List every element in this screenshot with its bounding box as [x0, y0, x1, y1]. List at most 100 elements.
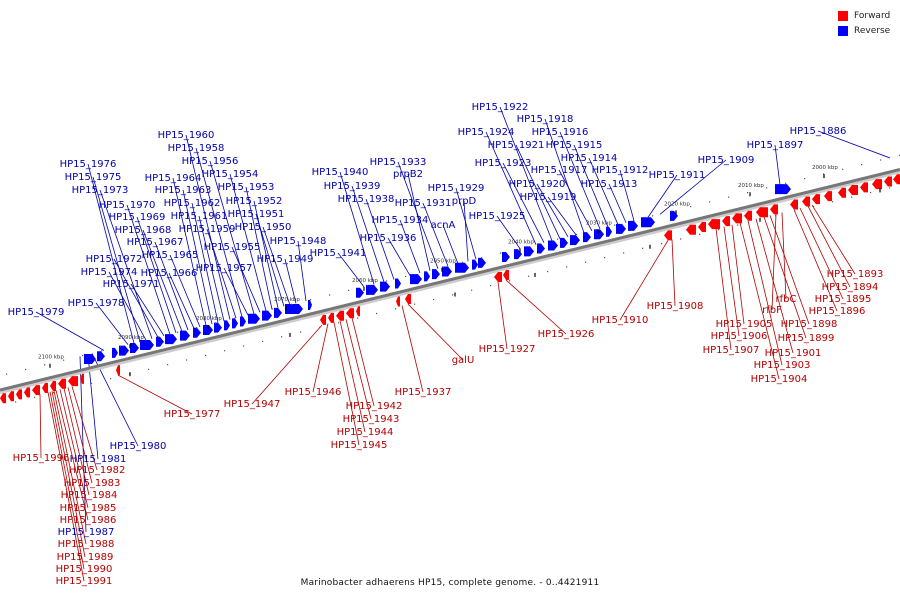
- minor-tick: [652, 215, 654, 217]
- gene-label: HP15_1933: [370, 157, 427, 168]
- gene-label: HP15_1951: [228, 209, 285, 220]
- gene-label: HP15_1896: [809, 306, 866, 317]
- minor-tick: [585, 261, 587, 263]
- gene-label: HP15_1972: [86, 254, 143, 265]
- forward-gene-arrow: [756, 207, 768, 218]
- gene-label: HP15_1918: [517, 114, 574, 125]
- minor-tick: [272, 308, 274, 310]
- gene-label: HP15_1991: [56, 576, 113, 587]
- minor-tick: [44, 364, 46, 366]
- gene-label: HP15_1985: [60, 503, 117, 514]
- leader-line: [185, 134, 231, 320]
- minor-tick: [262, 340, 264, 343]
- minor-tick: [186, 359, 188, 361]
- forward-gene-arrow: [790, 199, 798, 210]
- leader-line: [251, 324, 323, 405]
- gene-label: HP15_1912: [592, 165, 649, 176]
- minor-tick: [538, 243, 540, 245]
- minor-tick: [281, 336, 283, 338]
- tick-label: 2060 kbp: [352, 278, 378, 284]
- forward-gene-arrow: [80, 373, 84, 384]
- minor-tick: [91, 382, 93, 384]
- gene-label: HP15_1886: [790, 126, 847, 137]
- reverse-gene-arrow: [442, 266, 452, 277]
- forward-gene-arrow: [848, 185, 858, 196]
- minor-tick: [861, 164, 863, 166]
- leader-line: [172, 177, 207, 326]
- leader-line: [312, 323, 329, 393]
- gene-label: prpD: [452, 196, 477, 207]
- leader-line: [496, 215, 521, 249]
- gene-label: HP15_1968: [115, 225, 172, 236]
- tick-label: 2020 kbp: [664, 201, 690, 207]
- gene-label: rfbC: [776, 294, 797, 305]
- minor-tick: [614, 224, 616, 226]
- minor-tick: [424, 271, 426, 273]
- leader-line: [92, 176, 141, 342]
- forward-gene-arrow: [708, 219, 720, 230]
- leader-line: [108, 271, 147, 341]
- leader-line: [619, 169, 635, 221]
- minor-tick: [889, 187, 891, 189]
- leader-line: [422, 202, 449, 267]
- minor-tick: [481, 257, 483, 259]
- reverse-gene-arrow: [193, 327, 201, 338]
- leader-line: [442, 224, 459, 264]
- leader-line: [502, 162, 545, 243]
- minor-tick: [205, 354, 207, 356]
- forward-gene-arrow: [824, 191, 832, 202]
- gene-label: HP15_1950: [235, 222, 292, 233]
- leader-line: [544, 118, 585, 234]
- minor-tick: [671, 210, 673, 212]
- minor-tick: [851, 196, 853, 198]
- leader-line: [284, 258, 297, 304]
- forward-gene-arrow: [116, 365, 120, 376]
- leader-line: [130, 283, 165, 337]
- leader-line: [59, 389, 89, 509]
- minor-tick: [148, 368, 150, 370]
- forward-gene-arrow: [0, 393, 6, 404]
- gene-label: HP15_1895: [815, 294, 872, 305]
- gene-label: HP15_1965: [142, 250, 199, 261]
- leader-line: [397, 161, 439, 269]
- gene-label: HP15_1919: [520, 192, 577, 203]
- minor-tick: [471, 289, 473, 291]
- gene-label: HP15_1975: [65, 172, 122, 183]
- forward-gene-arrow: [356, 306, 360, 317]
- leader-line: [774, 144, 781, 185]
- minor-tick: [63, 359, 65, 361]
- forward-gene-arrow: [812, 194, 820, 205]
- minor-tick: [319, 326, 321, 329]
- forward-gene-arrow: [664, 230, 672, 241]
- gene-label: rfbF: [762, 305, 782, 316]
- reverse-gene-arrow: [524, 246, 534, 257]
- legend: Forward Reverse: [838, 8, 890, 38]
- reverse-gene-arrow: [366, 284, 378, 295]
- minor-tick: [576, 233, 578, 236]
- reverse-gene-arrow: [180, 330, 190, 341]
- legend-reverse: Reverse: [838, 23, 890, 38]
- reverse-gene-arrow: [203, 325, 213, 336]
- gene-label: HP15_1923: [475, 158, 532, 169]
- reverse-gene-arrow: [248, 313, 260, 324]
- gene-label: HP15_1894: [822, 282, 879, 293]
- gene-label: HP15_1996: [13, 453, 70, 464]
- gene-label: HP15_1988: [58, 539, 115, 550]
- forward-gene-arrow: [503, 270, 509, 281]
- leader-line: [95, 302, 129, 345]
- label-leader-lines: [35, 106, 891, 582]
- minor-tick: [196, 326, 198, 329]
- leader-line: [136, 216, 177, 334]
- forward-gene-arrow: [838, 187, 846, 198]
- map-caption: Marinobacter adhaerens HP15, complete ge…: [300, 578, 600, 588]
- gene-label: HP15_1915: [546, 140, 603, 151]
- gene-label: HP15_1979: [8, 307, 65, 318]
- leader-line: [547, 196, 577, 236]
- forward-gene-arrow: [68, 376, 78, 387]
- gene-label: HP15_1954: [202, 169, 259, 180]
- minor-tick: [509, 280, 511, 282]
- reverse-gene-arrow: [224, 320, 230, 331]
- minor-tick: [101, 350, 103, 352]
- leader-line: [126, 204, 171, 335]
